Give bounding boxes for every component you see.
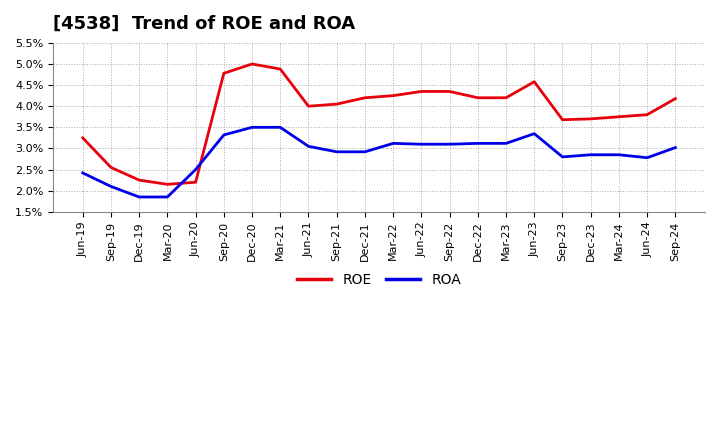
ROA [615,152,624,158]
ROE [135,177,143,183]
ROE [671,96,680,101]
Text: [4538]  Trend of ROE and ROA: [4538] Trend of ROE and ROA [53,15,355,33]
ROE [389,93,397,98]
Line: ROE: ROE [83,64,675,184]
ROE [502,95,510,100]
ROE [558,117,567,122]
ROA [304,144,312,149]
ROE [333,102,341,107]
ROA [530,131,539,136]
ROE [530,79,539,84]
ROA [445,142,454,147]
ROA [586,152,595,158]
ROE [107,165,115,170]
ROE [248,61,256,66]
ROE [276,66,284,72]
ROE [163,182,171,187]
ROA [361,149,369,154]
ROA [192,167,200,172]
ROA [558,154,567,160]
ROE [445,89,454,94]
ROE [615,114,624,119]
ROA [276,125,284,130]
ROE [643,112,652,117]
Line: ROA: ROA [83,127,675,197]
ROA [643,155,652,160]
ROE [78,135,87,140]
ROA [333,149,341,154]
ROA [502,141,510,146]
ROA [107,184,115,189]
ROA [474,141,482,146]
ROA [78,170,87,176]
ROA [220,132,228,138]
ROA [389,141,397,146]
ROA [248,125,256,130]
Legend: ROE, ROA: ROE, ROA [291,268,467,293]
ROE [361,95,369,100]
ROE [417,89,426,94]
ROA [417,142,426,147]
ROE [192,180,200,185]
ROE [220,71,228,76]
ROE [586,116,595,121]
ROA [163,194,171,200]
ROE [304,103,312,109]
ROA [671,145,680,150]
ROA [135,194,143,200]
ROE [474,95,482,100]
